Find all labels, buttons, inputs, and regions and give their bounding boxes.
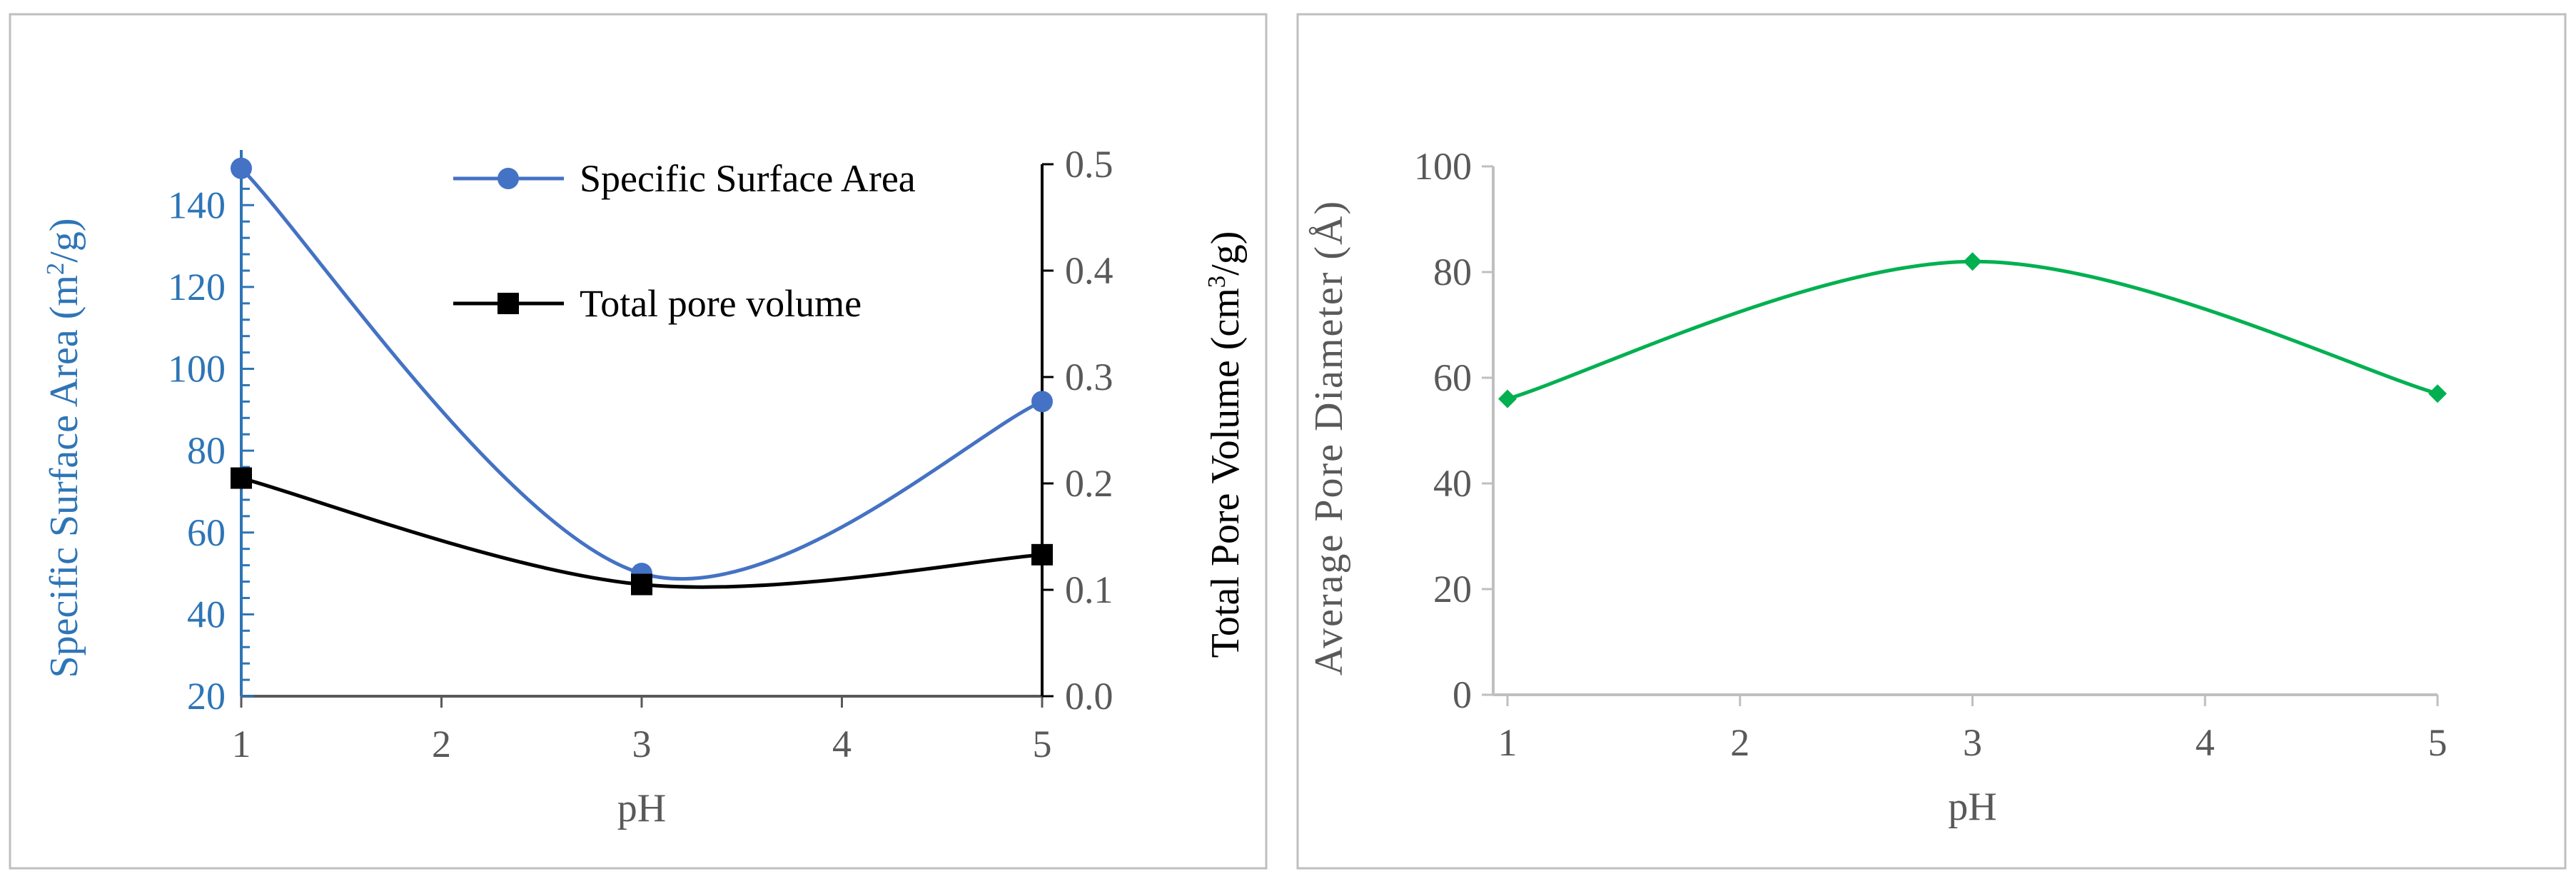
left-x-tick-label: 3 [632,723,652,765]
left-y-tick-label: 100 [168,348,226,391]
right-y-axis-label: Total Pore Volume (cm3/g) [1203,231,1248,658]
left-y-tick-label: 120 [168,266,226,308]
right-chart-x-tick-label: 5 [2428,721,2448,764]
left-x-axis-label: pH [617,786,666,830]
right-chart: 1 2 3 4 5 pH 0 20 40 60 80 100 Average Pore Diameter… [1307,145,2448,829]
diameter-series-point [1963,252,1982,271]
left-y-tick-label: 80 [187,429,226,472]
legend: Specific Surface Area Total pore volume [453,157,916,325]
left-x-tick-label: 1 [232,723,251,765]
right-y-tick-label: 0.4 [1065,249,1113,292]
legend-marker-0 [497,168,519,189]
legend-marker-1 [497,293,519,314]
left-y-tick-label: 40 [187,593,226,636]
legend-label-1: Total pore volume [580,282,862,325]
right-chart-y-tick-label: 100 [1414,145,1472,188]
series-point-1 [231,467,252,489]
series-point-0 [1031,391,1053,413]
right-y-tick-label: 0.0 [1065,675,1113,718]
right-chart-y-tick-label: 0 [1453,673,1472,716]
series-point-1 [631,573,652,596]
left-y-tick-label: 60 [187,511,226,554]
legend-label-0: Specific Surface Area [580,157,916,200]
right-chart-y-axis-label: Average Pore Diameter (Å) [1307,200,1351,675]
left-y-axis-label: Specific Surface Area (m2/g) [41,219,87,678]
series-point-1 [1031,543,1053,566]
left-y-tick-label: 140 [168,184,226,226]
right-chart-x-axis-label: pH [1948,785,1996,829]
left-panel-frame [9,13,1268,870]
diameter-series-point [2428,384,2447,403]
right-y-tick-label: 0.3 [1065,356,1113,398]
left-chart: 1 2 3 4 5 pH 20 40 60 80 100 120 140 Specific Surface… [41,143,1248,830]
right-chart-x-tick-label: 4 [2196,721,2215,764]
right-chart-x-tick-label: 2 [1730,721,1749,764]
right-chart-y-tick-label: 60 [1433,356,1472,399]
series-point-0 [231,157,252,179]
right-chart-y-tick-label: 80 [1433,251,1472,293]
right-y-tick-label: 0.5 [1065,143,1113,186]
right-chart-x-tick-label: 3 [1963,721,1982,764]
right-y-tick-label: 0.2 [1065,462,1113,505]
right-chart-x-tick-label: 1 [1498,721,1517,764]
right-chart-y-tick-label: 40 [1433,462,1472,505]
right-y-tick-label: 0.1 [1065,568,1113,611]
right-chart-y-tick-label: 20 [1433,568,1472,611]
left-x-tick-label: 5 [1033,723,1052,765]
right-panel-frame [1296,13,2567,870]
diameter-series-point [1498,389,1517,408]
left-x-tick-label: 4 [832,723,852,765]
left-y-tick-label: 20 [187,675,226,718]
left-x-tick-label: 2 [432,723,451,765]
